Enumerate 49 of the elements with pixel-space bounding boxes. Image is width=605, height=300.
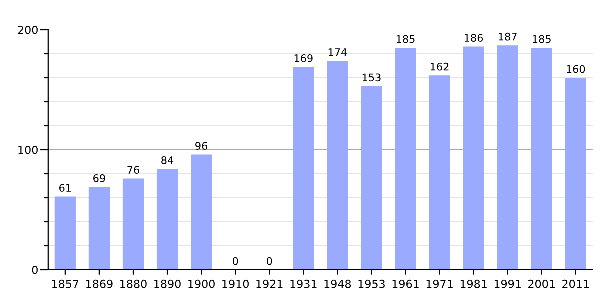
x-tick-label: 2011: [562, 280, 589, 288]
bar: [395, 48, 416, 270]
data-label: 69: [94, 174, 106, 182]
bar: [429, 76, 450, 270]
data-label: 186: [464, 34, 484, 42]
data-label: 96: [196, 142, 208, 150]
y-tick-label: 100: [18, 146, 38, 154]
bar: [565, 78, 586, 270]
data-label: 185: [533, 35, 551, 44]
y-tick-label: 200: [18, 26, 38, 34]
bar: [293, 67, 314, 270]
data-label: 76: [128, 166, 140, 174]
x-tick-label: 1991: [494, 280, 521, 288]
data-label: 162: [430, 62, 449, 71]
bar: [190, 154, 212, 270]
data-label: 169: [294, 54, 313, 62]
data-label: 0: [266, 257, 272, 266]
x-tick-label: 1961: [392, 280, 419, 288]
x-tick-label: 1948: [324, 280, 352, 288]
bar: [497, 46, 518, 270]
data-label: 187: [499, 32, 517, 41]
x-tick-label: 1880: [120, 280, 147, 288]
data-label: 174: [328, 48, 348, 56]
bar: [361, 86, 382, 270]
y-tick-label: 0: [32, 266, 38, 274]
bar: [531, 48, 552, 270]
data-label: 0: [232, 257, 238, 266]
data-label: 153: [362, 74, 381, 82]
bar: [463, 46, 484, 270]
x-tick-label: 1900: [188, 280, 215, 288]
bar: [327, 61, 348, 270]
bar: [54, 196, 76, 270]
data-label: 84: [162, 156, 174, 164]
x-tick-label: 2001: [528, 280, 555, 288]
x-tick-label: 1981: [460, 280, 487, 288]
x-tick-label: 1869: [86, 280, 113, 288]
x-tick-label: 1857: [52, 280, 79, 288]
x-tick-label: 1921: [256, 280, 283, 288]
data-label: 185: [396, 35, 415, 44]
x-tick-label: 1910: [222, 280, 249, 288]
bar: [88, 187, 110, 270]
bar: [122, 178, 144, 270]
x-tick-label: 1931: [290, 280, 317, 288]
x-tick-label: 1890: [154, 280, 181, 288]
data-label: 61: [60, 184, 72, 192]
data-label: 160: [567, 65, 586, 74]
bar: [156, 169, 178, 270]
x-tick-label: 1971: [426, 280, 453, 288]
x-tick-label: 1953: [358, 280, 385, 288]
